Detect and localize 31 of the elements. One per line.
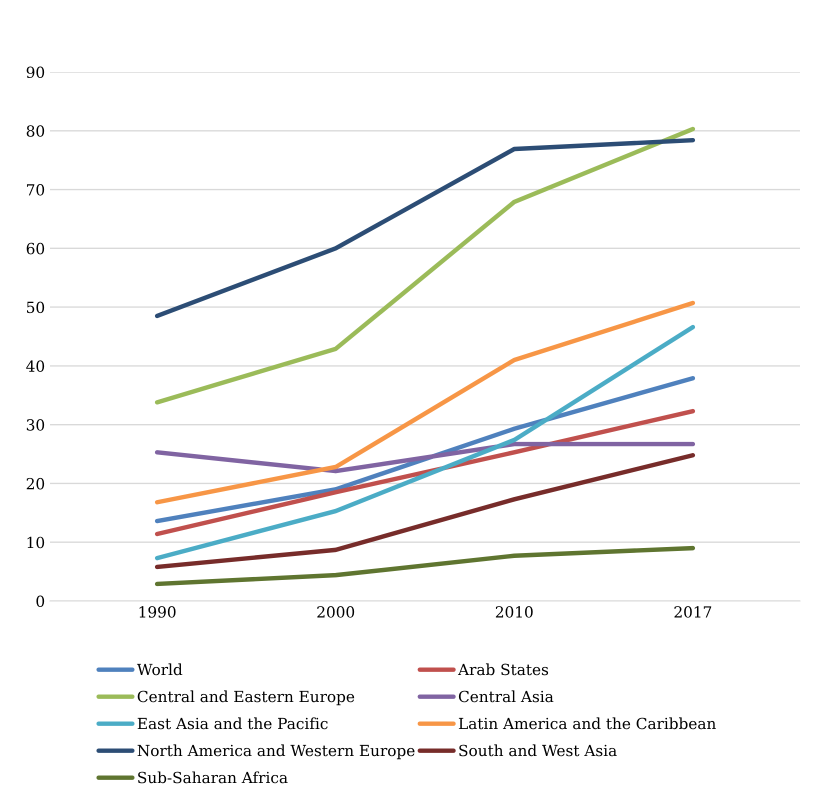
legend-label: Central and Eastern Europe: [138, 690, 354, 706]
legend-label: World: [136, 663, 182, 676]
line-series: [154, 408, 696, 536]
legend-label: Arab States: [458, 663, 548, 676]
y-tick-label: 70: [26, 184, 44, 196]
line-series: [154, 300, 696, 504]
line-series: [154, 324, 696, 560]
x-tick-label: 2010: [496, 606, 533, 618]
legend-label: East Asia and the Pacific: [138, 717, 328, 730]
y-tick-label: 40: [26, 360, 44, 372]
x-tick-label: 2017: [674, 606, 712, 618]
legend-label: South and West Asia: [459, 744, 617, 756]
x-tick-label: 2000: [317, 606, 354, 618]
legend-label: Sub-Saharan Africa: [138, 771, 288, 784]
y-tick-label: 80: [26, 125, 44, 137]
legend-label: North America and Western Europe: [138, 744, 415, 760]
x-tick-label: 1990: [140, 606, 176, 618]
y-tick-label: 30: [26, 419, 44, 431]
line-series: [154, 126, 696, 405]
line-series: [154, 546, 696, 586]
line-series: [154, 453, 696, 570]
line-series: [154, 138, 696, 318]
y-tick-label: 60: [26, 242, 44, 254]
line-series: [154, 376, 696, 524]
y-tick-label: 20: [26, 478, 44, 490]
y-tick-label: 0: [36, 595, 44, 608]
y-tick-label: 50: [26, 302, 44, 314]
legend-label: Latin America and the Caribbean: [458, 717, 716, 730]
legend-label: Central Asia: [458, 690, 554, 702]
y-tick-label: 10: [28, 536, 44, 548]
y-tick-label: 90: [26, 66, 44, 78]
